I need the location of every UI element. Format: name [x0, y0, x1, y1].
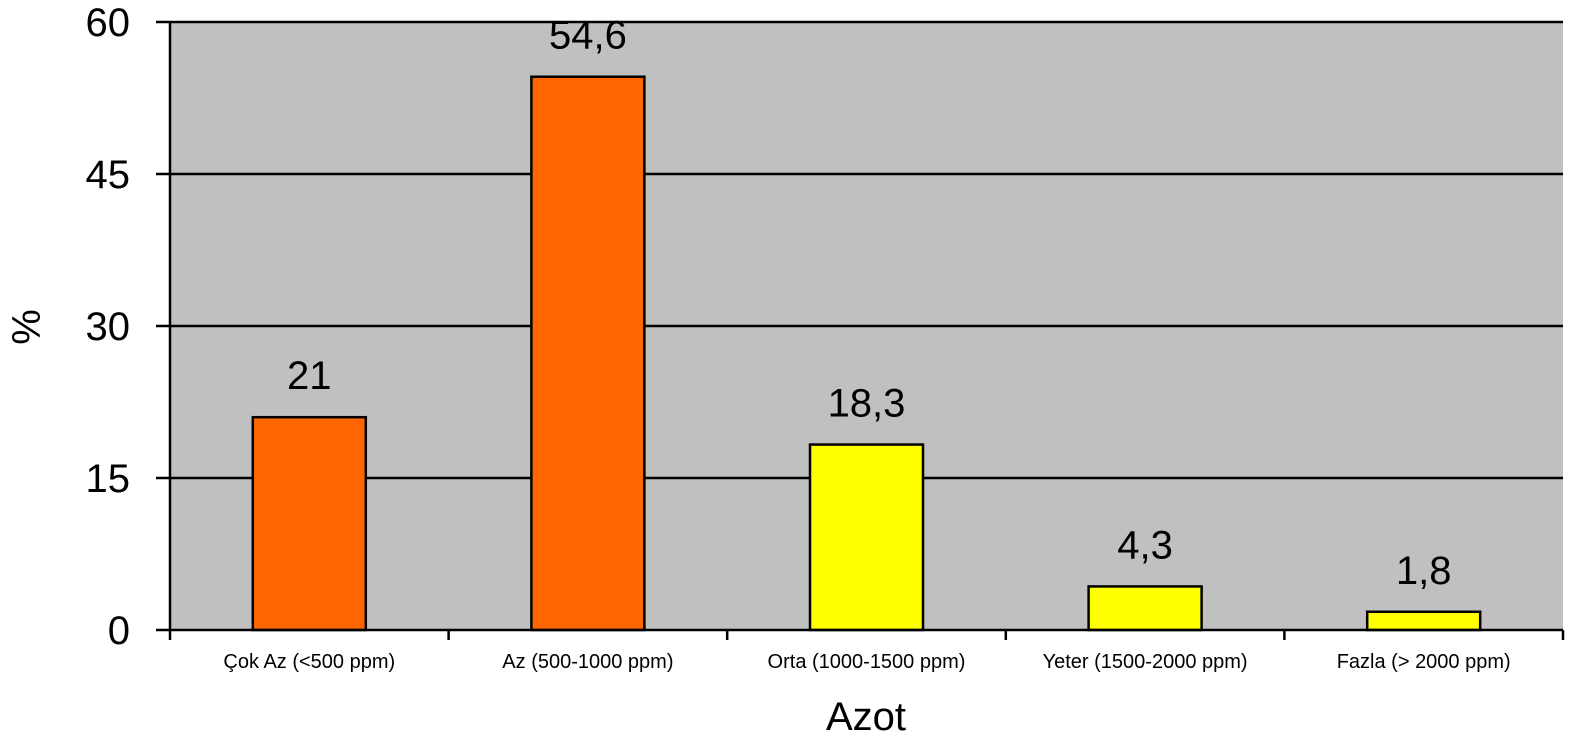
- y-tick-label: 45: [86, 153, 131, 197]
- x-tick-label: Çok Az (<500 ppm): [223, 651, 395, 673]
- bar: [530, 75, 646, 632]
- y-tick-label: 60: [86, 1, 131, 45]
- x-tick-label: Az (500-1000 ppm): [502, 651, 673, 673]
- bar: [808, 443, 925, 632]
- x-tick-label: Fazla (> 2000 ppm): [1337, 651, 1511, 673]
- data-label: 18,3: [828, 382, 906, 426]
- y-tick-label: 30: [86, 305, 131, 349]
- data-label: 4,3: [1117, 523, 1173, 567]
- x-axis-title: Azot: [826, 695, 906, 739]
- x-tick-label: Yeter (1500-2000 ppm): [1043, 651, 1248, 673]
- data-label: 1,8: [1396, 549, 1452, 593]
- bar: [1087, 585, 1203, 632]
- data-label: 54,6: [549, 14, 627, 58]
- y-tick-label: 0: [108, 609, 130, 653]
- bar: [251, 415, 368, 632]
- y-tick-labels: 0 15 30 45 60: [86, 1, 131, 653]
- bar: [1365, 610, 1482, 632]
- y-axis-title: %: [5, 309, 49, 345]
- y-tick-label: 15: [86, 457, 131, 501]
- x-tick-labels: Çok Az (<500 ppm) Az (500-1000 ppm) Orta (…: [223, 651, 1510, 673]
- x-tick-label: Orta (1000-1500 ppm): [768, 651, 966, 673]
- gridlines: [170, 20, 1563, 480]
- data-labels: 21 54,6 18,3 4,3 1,8: [287, 14, 1451, 593]
- axes: [156, 20, 1565, 640]
- data-label: 21: [287, 354, 332, 398]
- bars: [251, 75, 1482, 632]
